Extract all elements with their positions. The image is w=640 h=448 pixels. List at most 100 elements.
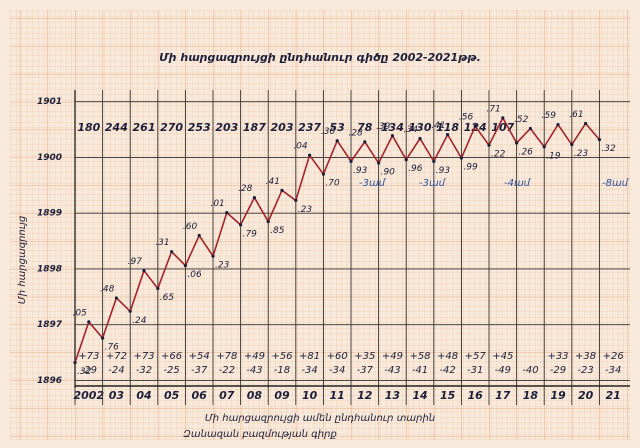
deaths: -22 bbox=[219, 365, 235, 376]
data-label: .93 bbox=[353, 166, 368, 176]
data-point bbox=[73, 360, 77, 365]
data-point bbox=[308, 153, 312, 157]
data-label: .28 bbox=[348, 128, 363, 138]
data-label: .05 bbox=[72, 308, 87, 318]
data-point bbox=[183, 264, 187, 268]
births: +56 bbox=[271, 351, 292, 362]
year-total: 253 bbox=[188, 121, 211, 134]
data-label: .19 bbox=[546, 151, 561, 161]
births: +45 bbox=[492, 351, 513, 362]
caption: Մի հարցազրույցի ամեն ընդհանուր տարին bbox=[205, 413, 435, 424]
y-tick-label: 1898 bbox=[37, 264, 62, 274]
births: +66 bbox=[161, 351, 182, 362]
data-point bbox=[556, 122, 560, 127]
year-total: 261 bbox=[133, 121, 156, 134]
year-total: 237 bbox=[298, 121, 321, 134]
data-point bbox=[142, 269, 146, 273]
x-tick-label: 17 bbox=[495, 389, 511, 402]
deaths: -25 bbox=[163, 365, 179, 376]
deaths: -29 bbox=[550, 365, 566, 376]
x-tick-label: 2002 bbox=[73, 389, 104, 402]
data-label: .28 bbox=[238, 184, 253, 194]
data-point bbox=[197, 233, 201, 238]
x-tick-label: 12 bbox=[357, 389, 373, 402]
deaths: -43 bbox=[384, 365, 400, 376]
data-point bbox=[211, 254, 215, 258]
y-tick-label: 1897 bbox=[37, 320, 63, 330]
births: +73 bbox=[78, 351, 99, 362]
deaths: -37 bbox=[191, 365, 208, 376]
data-label: .32 bbox=[601, 144, 616, 154]
data-label: .60 bbox=[183, 222, 198, 232]
year-total: 270 bbox=[160, 121, 183, 134]
data-label: .85 bbox=[270, 226, 285, 236]
x-tick-label: 16 bbox=[468, 389, 484, 402]
year-total: 203 bbox=[271, 121, 294, 134]
data-label: .90 bbox=[381, 168, 396, 178]
data-label: .52 bbox=[514, 115, 529, 125]
data-label: .71 bbox=[486, 104, 500, 114]
x-tick-label: 18 bbox=[523, 389, 539, 402]
deaths: -34 bbox=[329, 365, 345, 376]
deaths: -31 bbox=[467, 365, 483, 376]
annotation: -3ամ bbox=[359, 178, 387, 189]
data-point bbox=[432, 159, 436, 163]
data-point bbox=[114, 296, 118, 300]
data-point bbox=[542, 145, 546, 149]
data-point bbox=[446, 133, 450, 137]
chart-title: Մի հարցազրույցի ընդհանուր գիծը 2002-2021… bbox=[159, 51, 481, 64]
x-tick-label: 15 bbox=[440, 389, 456, 402]
year-total: 203 bbox=[215, 121, 238, 134]
year-total: 187 bbox=[243, 121, 266, 134]
data-point bbox=[349, 159, 353, 163]
annotation: -3ամ bbox=[419, 178, 447, 189]
data-point bbox=[128, 309, 132, 313]
data-label: .79 bbox=[243, 229, 258, 239]
data-label: .96 bbox=[408, 164, 423, 174]
data-label: .32 bbox=[77, 367, 92, 377]
data-label: .24 bbox=[132, 316, 147, 326]
data-label: .30 bbox=[321, 127, 336, 137]
data-label: .41 bbox=[266, 177, 280, 187]
deaths: -41 bbox=[412, 365, 428, 376]
caption: Զանազան բազմության գիրք bbox=[183, 429, 337, 440]
births: +58 bbox=[409, 351, 430, 362]
x-tick-label: 08 bbox=[247, 389, 263, 402]
x-tick-label: 04 bbox=[136, 389, 151, 402]
data-point bbox=[390, 134, 394, 138]
data-label: .04 bbox=[293, 142, 308, 152]
births: +73 bbox=[133, 351, 154, 362]
data-label: .97 bbox=[128, 257, 143, 267]
data-point bbox=[87, 320, 91, 324]
data-label: .41 bbox=[431, 121, 445, 131]
x-tick-label: 07 bbox=[219, 389, 235, 402]
year-total: 244 bbox=[105, 121, 128, 134]
data-point bbox=[363, 140, 367, 144]
births: +38 bbox=[575, 351, 596, 362]
data-label: .31 bbox=[155, 238, 169, 248]
data-label: .65 bbox=[160, 293, 175, 303]
data-point bbox=[294, 198, 298, 202]
data-point bbox=[418, 136, 422, 141]
x-tick-label: 13 bbox=[385, 389, 401, 402]
x-tick-label: 20 bbox=[578, 389, 594, 402]
births: +49 bbox=[382, 351, 403, 362]
data-point bbox=[473, 124, 477, 128]
deaths: -40 bbox=[522, 365, 538, 376]
data-label: .26 bbox=[519, 147, 534, 157]
data-point bbox=[335, 139, 339, 143]
data-point bbox=[156, 286, 160, 291]
data-label: .06 bbox=[187, 270, 202, 280]
data-point bbox=[459, 156, 463, 160]
deaths: -42 bbox=[439, 365, 455, 376]
year-total: 78 bbox=[357, 121, 373, 134]
data-label: .23 bbox=[298, 205, 313, 215]
data-point bbox=[266, 219, 270, 224]
data-point bbox=[515, 141, 519, 145]
deaths: -37 bbox=[357, 365, 374, 376]
births: +35 bbox=[354, 351, 375, 362]
data-point bbox=[487, 143, 491, 147]
births: +33 bbox=[547, 351, 568, 362]
x-tick-label: 14 bbox=[412, 389, 427, 402]
